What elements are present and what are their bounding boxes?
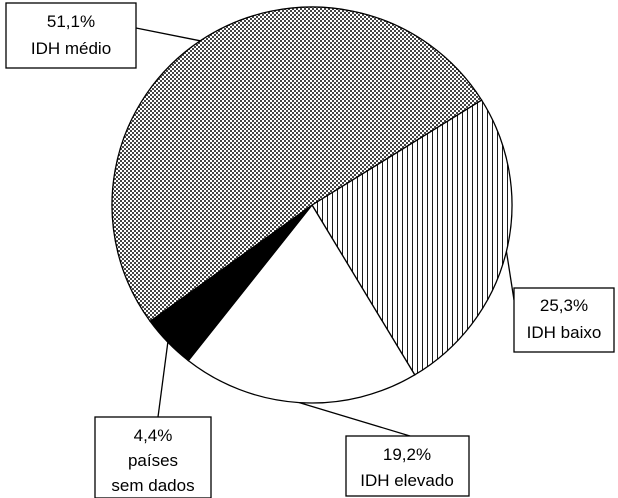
label-idh-baixo-name: IDH baixo [527, 323, 602, 342]
label-idh-elevado-name: IDH elevado [360, 471, 454, 490]
label-idh-medio-name: IDH médio [31, 39, 111, 58]
label-idh-elevado: 19,2% IDH elevado [345, 435, 470, 497]
label-idh-medio-pct: 51,1% [47, 12, 95, 31]
leader-idh-baixo [505, 251, 515, 301]
leader-sem-dados [157, 342, 169, 418]
slice-idh-elevado [187, 203, 416, 404]
leader-idh-medio [135, 27, 201, 42]
label-idh-baixo: 25,3% IDH baixo [513, 287, 615, 353]
label-sem-dados-pct: 4,4% [134, 426, 173, 445]
label-sem-dados-line1: países [128, 451, 178, 470]
pie-slices [111, 6, 513, 404]
leader-lines [135, 27, 515, 437]
label-sem-dados-line2: sem dados [111, 476, 194, 495]
label-idh-medio: 51,1% IDH médio [5, 2, 137, 69]
slice-idh-baixo [311, 99, 513, 376]
label-sem-dados: 4,4% países sem dados [94, 416, 212, 498]
label-idh-baixo-pct: 25,3% [540, 296, 588, 315]
leader-idh-elevado [299, 401, 411, 437]
slice-idh-medio [111, 6, 483, 323]
label-idh-elevado-pct: 19,2% [383, 445, 431, 464]
